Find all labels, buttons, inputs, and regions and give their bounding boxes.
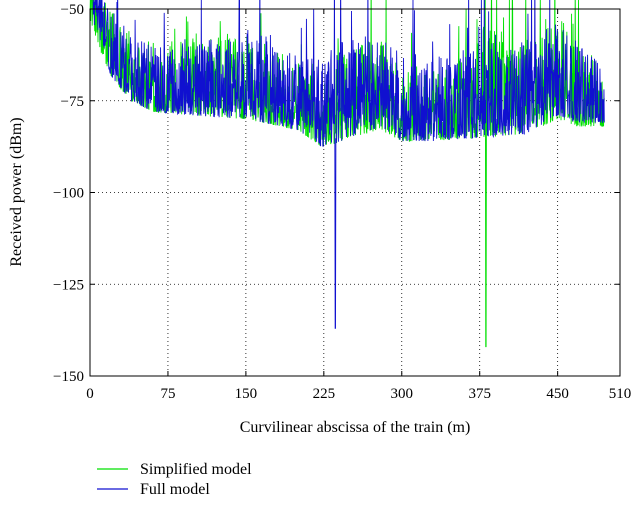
legend-label-simplified-model: Simplified model <box>140 461 252 478</box>
x-tick-label: 375 <box>468 386 491 402</box>
x-tick-label: 150 <box>235 386 258 402</box>
y-tick-label: −50 <box>61 2 84 18</box>
ticks: 0 75 150 225 300 375 450 510 −50 −75 −100 −125 −150 <box>53 2 631 402</box>
x-axis-label: Curvilinear abscissa of the train (m) <box>240 419 471 436</box>
y-tick-label: −75 <box>61 94 84 110</box>
x-tick-label: 225 <box>313 386 336 402</box>
legend: Simplified model Full model <box>97 461 252 498</box>
y-axis-label: Received power (dBm) <box>8 117 25 266</box>
series-layer <box>89 0 605 348</box>
x-tick-label: 510 <box>609 386 632 402</box>
x-tick-label: 450 <box>546 386 569 402</box>
y-tick-label: −125 <box>53 277 84 293</box>
x-tick-label: 300 <box>391 386 414 402</box>
legend-label-full-model: Full model <box>140 481 210 498</box>
y-tick-label: −100 <box>53 186 84 202</box>
series-line-full-model <box>92 0 605 329</box>
y-tick-label: −150 <box>53 369 84 385</box>
x-tick-label: 75 <box>160 386 175 402</box>
x-tick-label: 0 <box>86 386 94 402</box>
